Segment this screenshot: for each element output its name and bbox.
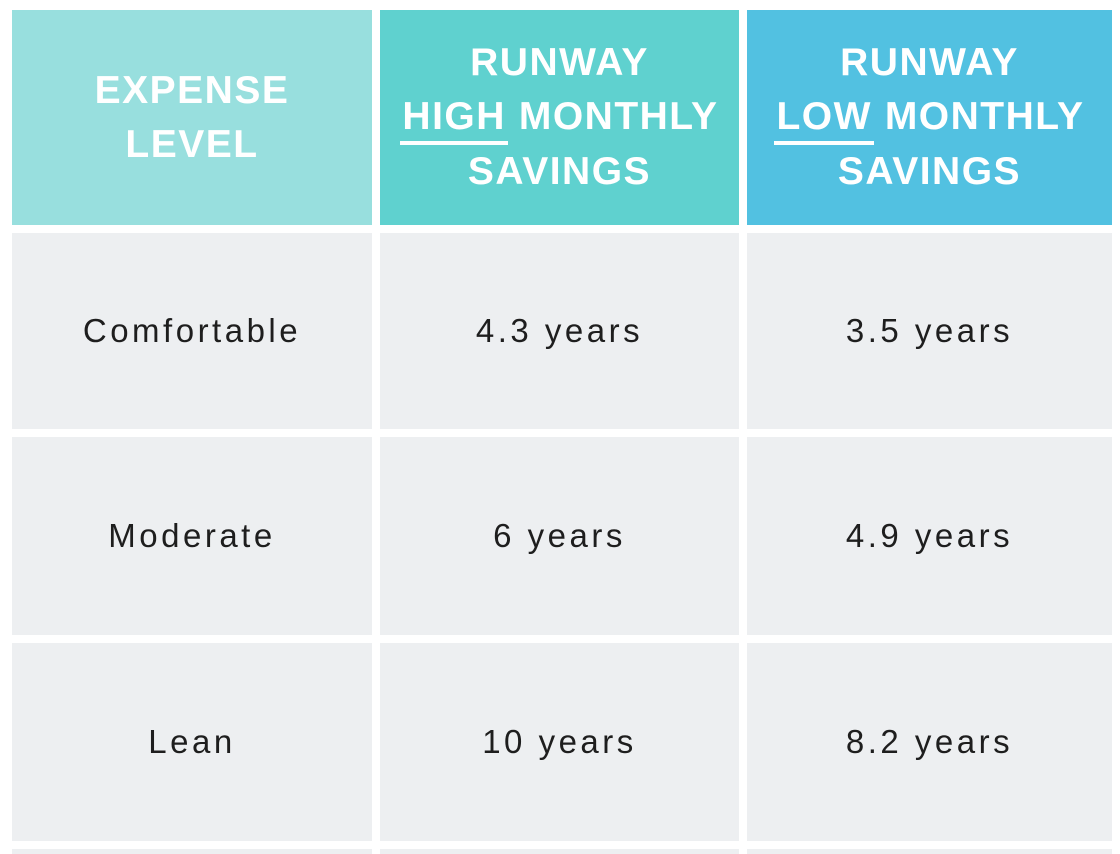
header-runway-high: RUNWAY HIGH MONTHLY SAVINGS xyxy=(380,10,739,225)
header-line: LOW MONTHLY xyxy=(774,90,1084,145)
cell-runway-high-comfortable: 4.3 years xyxy=(380,233,739,429)
header-line-rest: MONTHLY xyxy=(518,95,719,139)
cell-partial-row xyxy=(380,849,739,854)
header-line: HIGH MONTHLY xyxy=(400,90,718,145)
header-runway-low: RUNWAY LOW MONTHLY SAVINGS xyxy=(747,10,1112,225)
header-line: SAVINGS xyxy=(467,149,652,193)
cell-partial-row xyxy=(747,849,1112,854)
cell-runway-low-moderate: 4.9 years xyxy=(747,437,1112,635)
underlined-word-low: LOW xyxy=(774,95,874,145)
header-line: SAVINGS xyxy=(837,149,1022,193)
header-expense-level: EXPENSE LEVEL xyxy=(12,10,372,225)
header-line: LEVEL xyxy=(125,122,259,166)
cell-runway-high-lean: 10 years xyxy=(380,643,739,841)
header-line: EXPENSE xyxy=(94,68,290,112)
cell-expense-level-moderate: Moderate xyxy=(12,437,372,635)
header-line: RUNWAY xyxy=(470,41,649,85)
cell-runway-low-lean: 8.2 years xyxy=(747,643,1112,841)
cell-partial-row xyxy=(12,849,372,854)
header-line-rest: MONTHLY xyxy=(884,95,1085,139)
cell-runway-low-comfortable: 3.5 years xyxy=(747,233,1112,429)
runway-table: EXPENSE LEVEL RUNWAY HIGH MONTHLY SAVINGS… xyxy=(12,10,1112,854)
cell-runway-high-moderate: 6 years xyxy=(380,437,739,635)
cell-expense-level-lean: Lean xyxy=(12,643,372,841)
underlined-word-high: HIGH xyxy=(400,95,508,145)
cell-expense-level-comfortable: Comfortable xyxy=(12,233,372,429)
header-line: RUNWAY xyxy=(840,41,1019,85)
